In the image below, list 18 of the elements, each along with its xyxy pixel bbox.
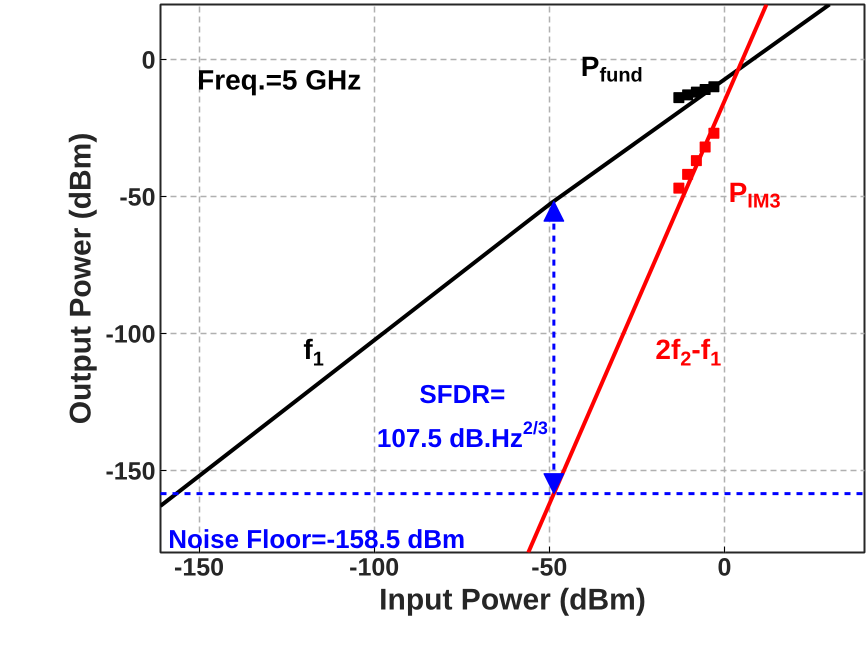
x-tick-label: 0 [717, 554, 732, 582]
point [708, 81, 720, 92]
y-tick-label: -50 [119, 183, 156, 212]
point [682, 168, 694, 180]
x-axis-title: Input Power (dBm) [379, 584, 646, 616]
y-tick-label: 0 [142, 46, 156, 74]
y-axis-title: Output Power (dBm) [64, 132, 98, 424]
point [700, 141, 711, 152]
annotation: Freq.=5 GHz [197, 64, 362, 96]
ref-line-label: Noise Floor=-158.5 dBm [168, 524, 466, 554]
point [708, 128, 720, 139]
x-tick-label: -100 [349, 554, 400, 582]
y-tick-label: -100 [105, 320, 156, 348]
x-tick-label: -50 [531, 554, 568, 582]
point [690, 155, 702, 166]
point [673, 182, 684, 194]
x-tick-label: -150 [174, 554, 224, 582]
y-tick-label: -150 [105, 457, 156, 486]
